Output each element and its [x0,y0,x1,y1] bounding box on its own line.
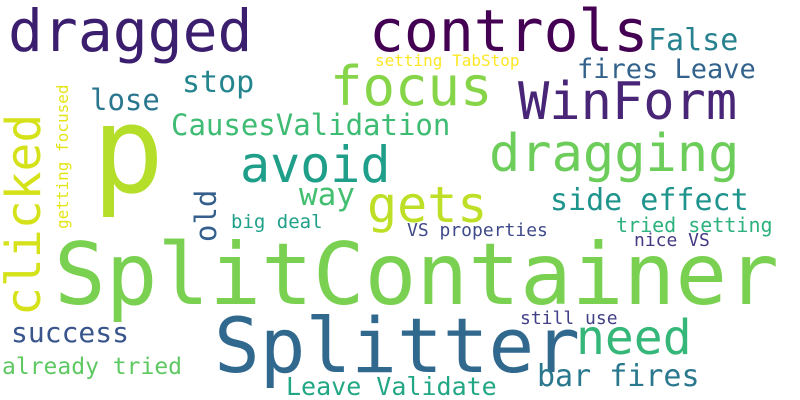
word-fires-leave: fires Leave [577,54,756,85]
word-splitter: Splitter [214,301,581,390]
word-gets: gets [367,176,488,234]
word-splitcontainer: SplitContainer [54,225,779,325]
word-winform: WinForm [518,72,738,132]
word-getting-focused: getting focused [53,84,72,230]
word-stop: stop [182,65,255,100]
word-still-use: still use [520,308,618,329]
word-causesvalidation: CausesValidation [171,108,451,142]
word-dragging: dragging [489,124,740,184]
word-clicked: clicked [0,113,52,316]
word-dragged: dragged [8,0,253,65]
word-nice-vs: nice VS [634,230,710,251]
word-side-effect: side effect [550,183,749,218]
word-need: need [576,310,692,366]
word-vs-properties: VS properties [407,220,548,241]
word-bar-fires: bar fires [537,359,700,394]
word-leave-validate: Leave Validate [286,372,497,400]
word-lose: lose [90,83,160,117]
word-big-deal: big deal [231,211,323,233]
word-avoid: avoid [240,136,391,194]
word-setting-tabstop: setting TabStop [375,51,520,70]
word-tried-setting: tried setting [616,213,773,237]
word-old: old [189,189,223,242]
word-already-tried: already tried [2,354,183,380]
word-success: success [11,316,130,349]
word-focus: focus [330,55,493,118]
word-false: False [648,23,739,58]
word-p: p [92,82,165,221]
word-controls: controls [369,0,649,65]
word-way: way [299,177,355,213]
